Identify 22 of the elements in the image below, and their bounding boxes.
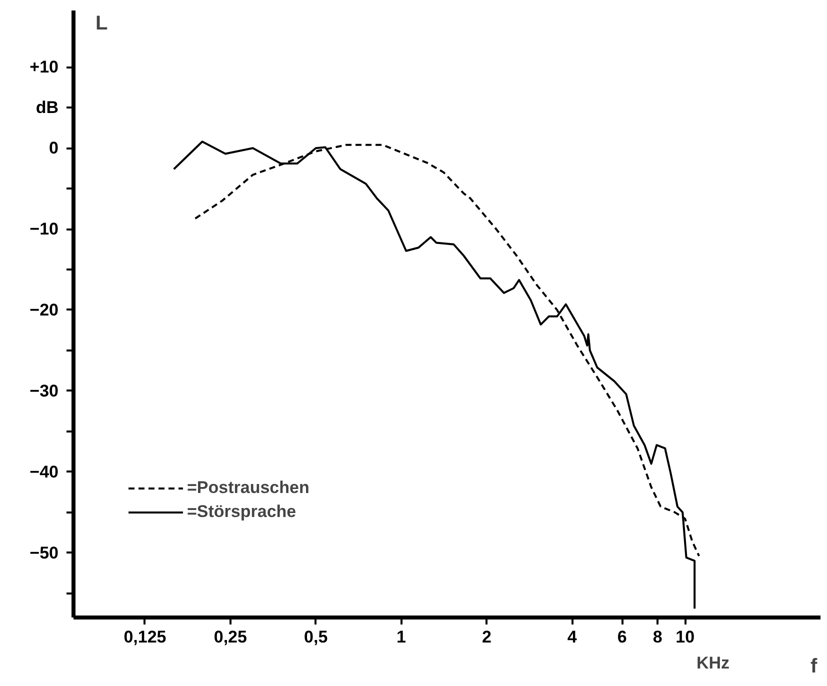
- x-axis-title: f: [810, 656, 818, 678]
- x-tick-label: 6: [617, 628, 627, 646]
- x-tick-label: 1: [396, 628, 406, 646]
- y-tick-label: −10: [30, 220, 59, 239]
- y-tick-label: −40: [30, 462, 59, 482]
- x-tick-label: 8: [652, 628, 662, 646]
- x-tick-label: 10: [676, 628, 695, 646]
- y-tick-label: +10: [30, 58, 59, 77]
- legend-label: =Postrauschen: [187, 478, 310, 498]
- y-axis-title: L: [96, 12, 108, 34]
- x-tick-label: 0,5: [304, 628, 328, 646]
- text: KHz: [696, 654, 730, 672]
- y-tick-label: −30: [30, 381, 59, 400]
- legend-label: =Störsprache: [187, 502, 296, 522]
- x-tick-label: 4: [567, 628, 578, 646]
- y-tick-label: dB: [36, 98, 59, 118]
- x-tick-label: 2: [482, 628, 492, 646]
- x-tick-label: 0,125: [124, 628, 166, 646]
- y-tick-label: 0: [49, 138, 59, 158]
- y-tick-label: −50: [30, 543, 59, 562]
- y-tick-label: −20: [30, 300, 59, 320]
- x-tick-label: 0,25: [214, 628, 247, 646]
